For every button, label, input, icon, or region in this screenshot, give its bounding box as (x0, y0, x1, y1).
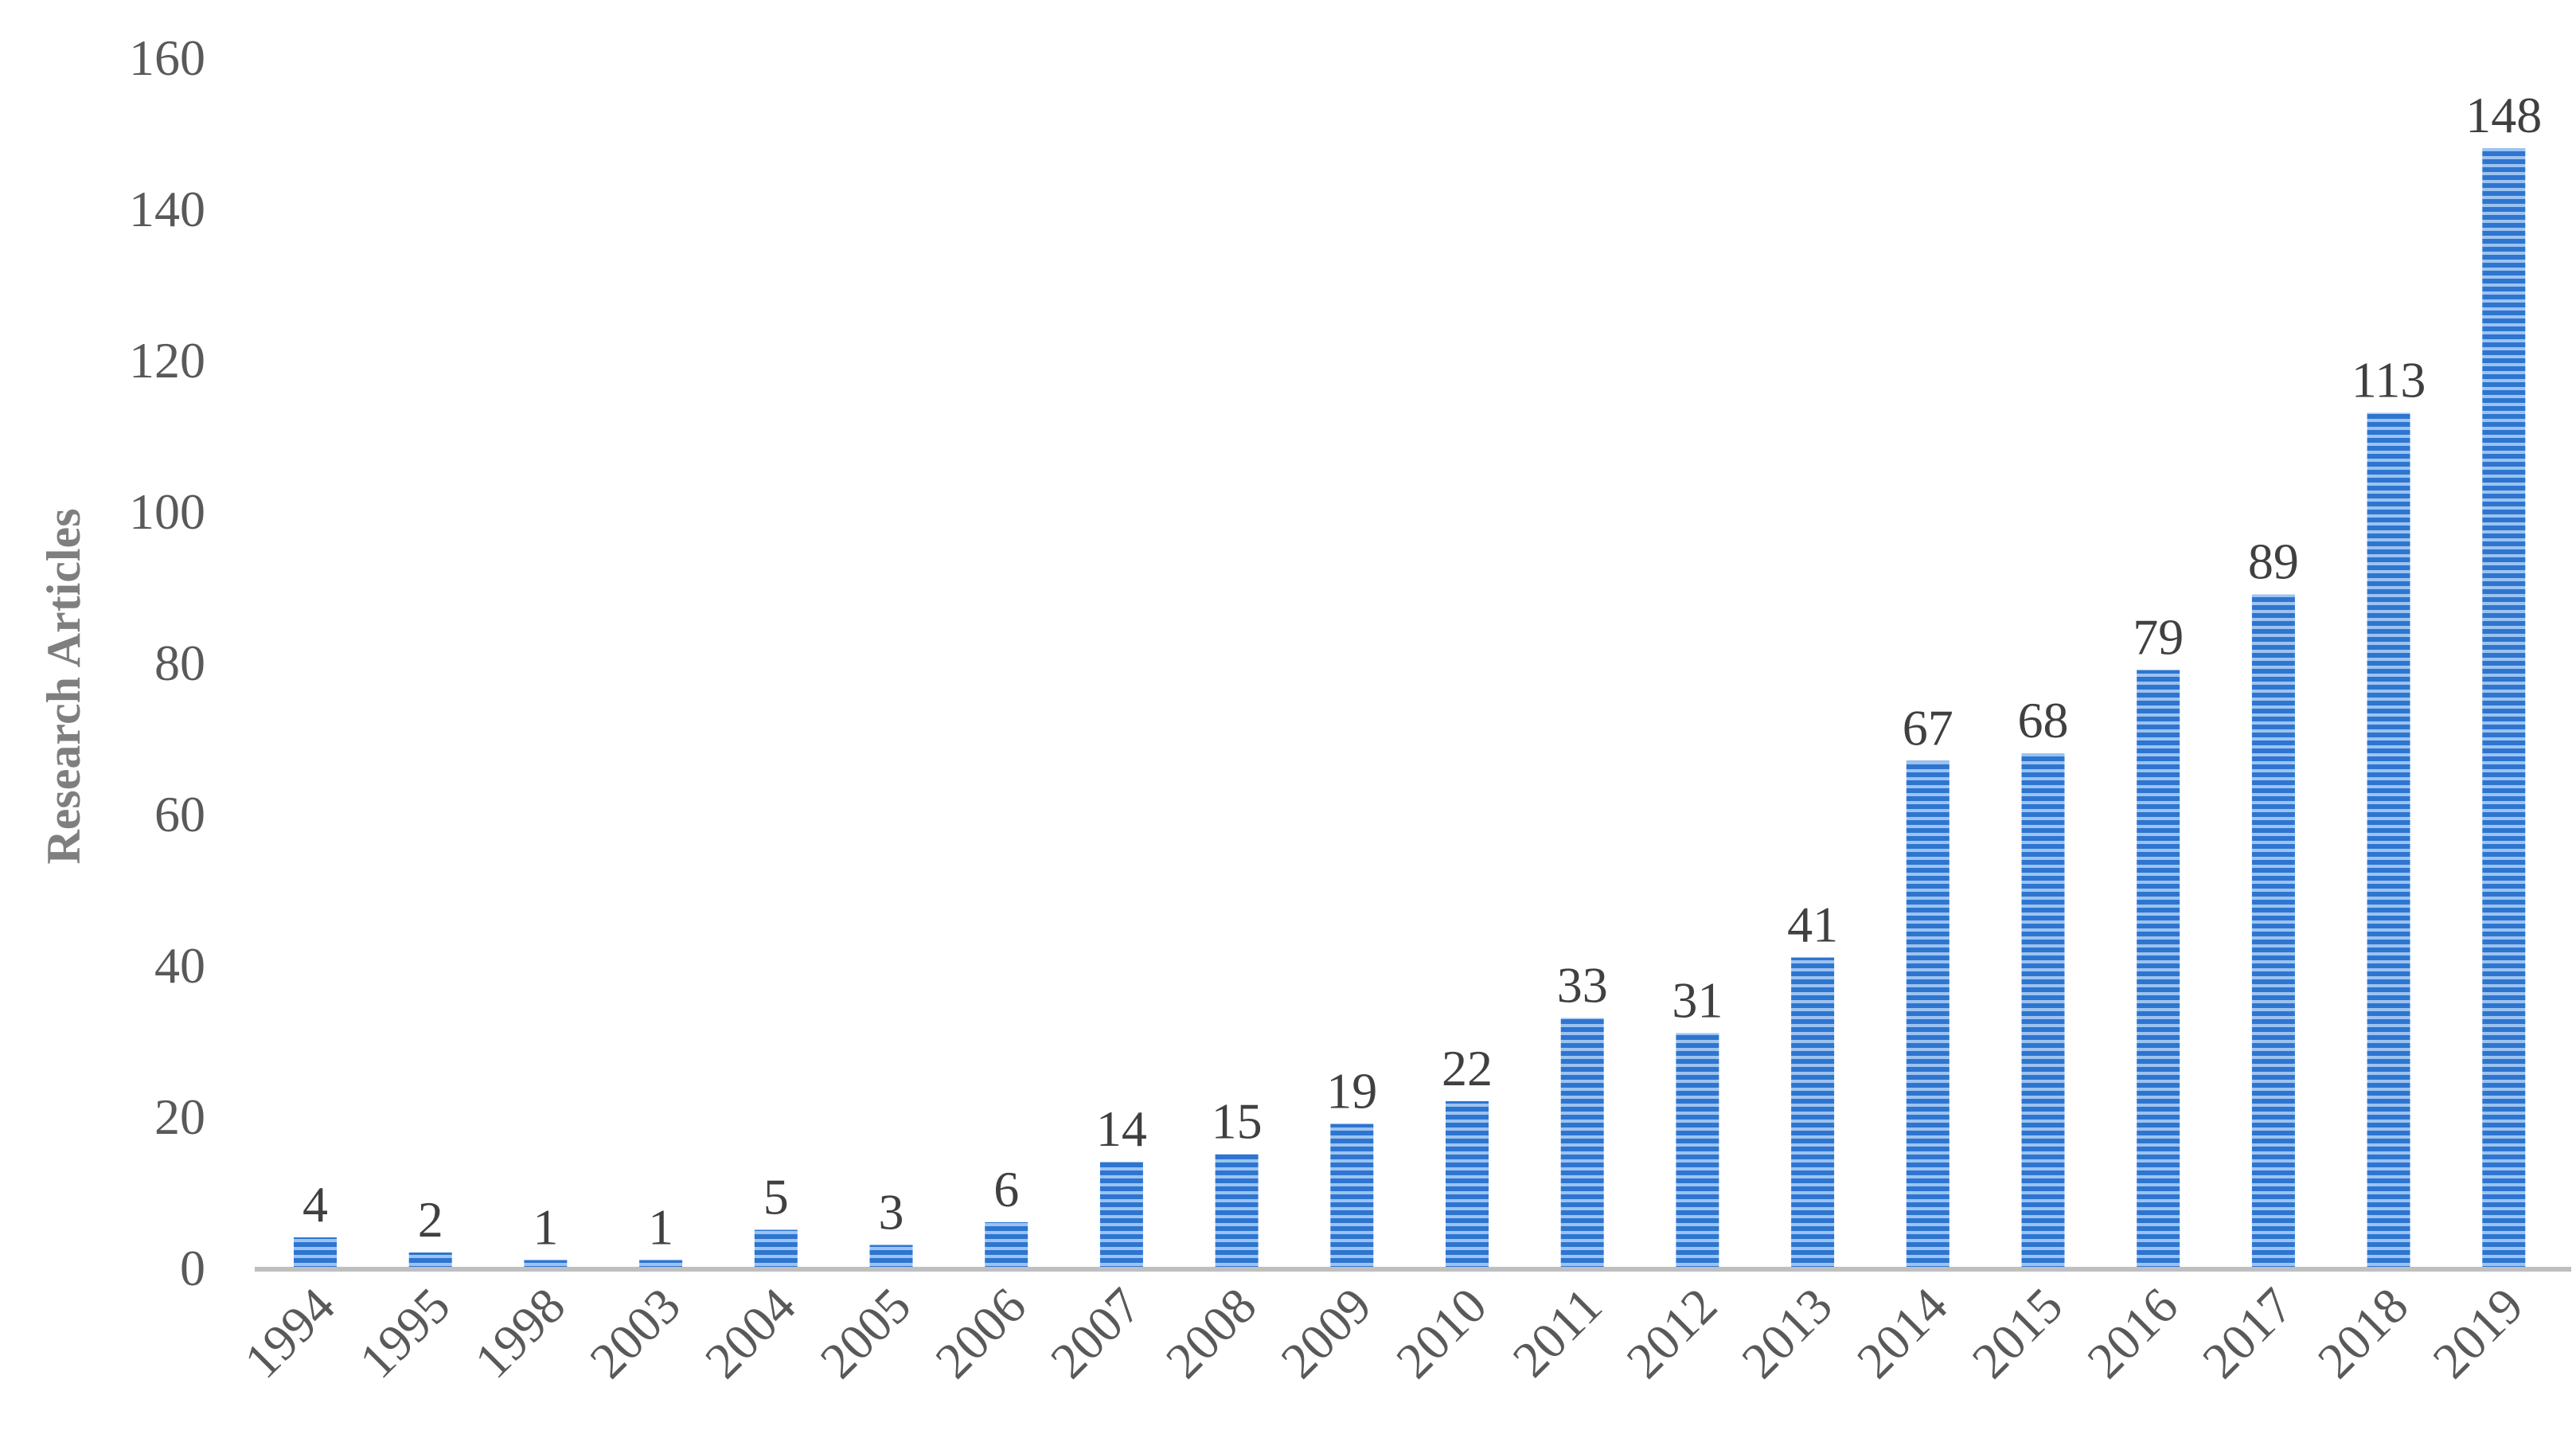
bar-1998 (524, 1260, 568, 1268)
data-label-2006: 6 (993, 1161, 1019, 1217)
x-tick-label: 2009 (1270, 1277, 1382, 1389)
data-label-2019: 148 (2465, 87, 2542, 143)
bar-2015 (2021, 753, 2065, 1268)
bar-2009 (1330, 1124, 1374, 1268)
x-tick-label: 1998 (464, 1277, 576, 1389)
x-tick-label: 2018 (2307, 1277, 2419, 1389)
y-tick-label: 0 (180, 1240, 205, 1296)
x-tick-label: 2015 (1961, 1277, 2074, 1389)
x-tick-label: 2011 (1502, 1277, 1613, 1388)
x-tick-label: 2005 (810, 1277, 922, 1389)
bar-2011 (1560, 1018, 1604, 1268)
data-label-1998: 1 (533, 1199, 558, 1256)
data-label-1995: 2 (418, 1191, 443, 1248)
data-label-2010: 22 (1442, 1040, 1493, 1096)
data-label-2012: 31 (1672, 972, 1723, 1029)
bar-2016 (2137, 670, 2180, 1268)
x-tick-label: 2003 (579, 1277, 691, 1389)
x-tick-label: 2010 (1385, 1277, 1497, 1389)
bar-2014 (1906, 760, 1950, 1268)
bar-2012 (1676, 1033, 1719, 1268)
data-label-2004: 5 (763, 1169, 789, 1225)
data-label-2017: 89 (2248, 533, 2299, 590)
x-tick-label: 1995 (349, 1277, 461, 1389)
bar-2006 (985, 1222, 1028, 1268)
x-axis-ticks: 1994 1995 1998 2003 2004 2005 2006 2007 2008 2009… (233, 1277, 2534, 1389)
y-tick-label: 140 (129, 181, 205, 237)
data-label-2007: 14 (1096, 1100, 1147, 1157)
y-axis-ticks: 0 20 40 60 80 100 120 140 160 (129, 29, 205, 1296)
data-label-2008: 15 (1212, 1093, 1263, 1150)
x-tick-label: 2014 (1846, 1277, 1958, 1389)
data-label-2016: 79 (2133, 609, 2184, 666)
x-tick-label: 2013 (1731, 1277, 1843, 1389)
bar-2004 (754, 1229, 798, 1268)
bar-2017 (2251, 594, 2295, 1268)
x-tick-label: 1994 (233, 1277, 345, 1389)
bar-1995 (408, 1252, 452, 1268)
y-tick-label: 120 (129, 332, 205, 389)
bars-group (294, 148, 2526, 1268)
x-tick-label: 2012 (1616, 1277, 1728, 1389)
y-tick-label: 100 (129, 483, 205, 540)
data-label-2014: 67 (1903, 700, 1953, 756)
data-label-2005: 3 (879, 1184, 904, 1241)
y-tick-label: 60 (154, 786, 205, 842)
x-tick-label: 2008 (1155, 1277, 1267, 1389)
y-tick-label: 40 (154, 937, 205, 994)
bar-2013 (1791, 957, 1835, 1268)
data-label-1994: 4 (302, 1176, 328, 1233)
y-tick-label: 160 (129, 29, 205, 86)
data-label-2003: 1 (648, 1199, 673, 1256)
bar-2007 (1099, 1162, 1143, 1268)
x-tick-label: 2007 (1040, 1277, 1152, 1389)
x-tick-label: 2016 (2076, 1277, 2188, 1389)
bar-2005 (869, 1245, 913, 1268)
data-label-2015: 68 (2018, 692, 2069, 748)
bar-2003 (639, 1260, 683, 1268)
x-tick-label: 2019 (2422, 1277, 2534, 1389)
data-label-2013: 41 (1787, 897, 1838, 953)
y-axis-title: Research Articles (37, 508, 90, 864)
x-tick-label: 2017 (2192, 1277, 2304, 1389)
y-tick-label: 20 (154, 1088, 205, 1145)
x-tick-label: 2006 (924, 1277, 1036, 1389)
data-label-2009: 19 (1326, 1063, 1377, 1120)
data-label-2018: 113 (2352, 352, 2426, 408)
bar-2008 (1215, 1154, 1259, 1268)
bar-2018 (2367, 412, 2410, 1268)
y-tick-label: 80 (154, 635, 205, 691)
bar-1994 (294, 1237, 337, 1268)
bar-2019 (2482, 148, 2526, 1268)
x-tick-label: 2004 (694, 1277, 806, 1389)
data-label-2011: 33 (1557, 957, 1608, 1014)
bar-2010 (1446, 1101, 1489, 1268)
